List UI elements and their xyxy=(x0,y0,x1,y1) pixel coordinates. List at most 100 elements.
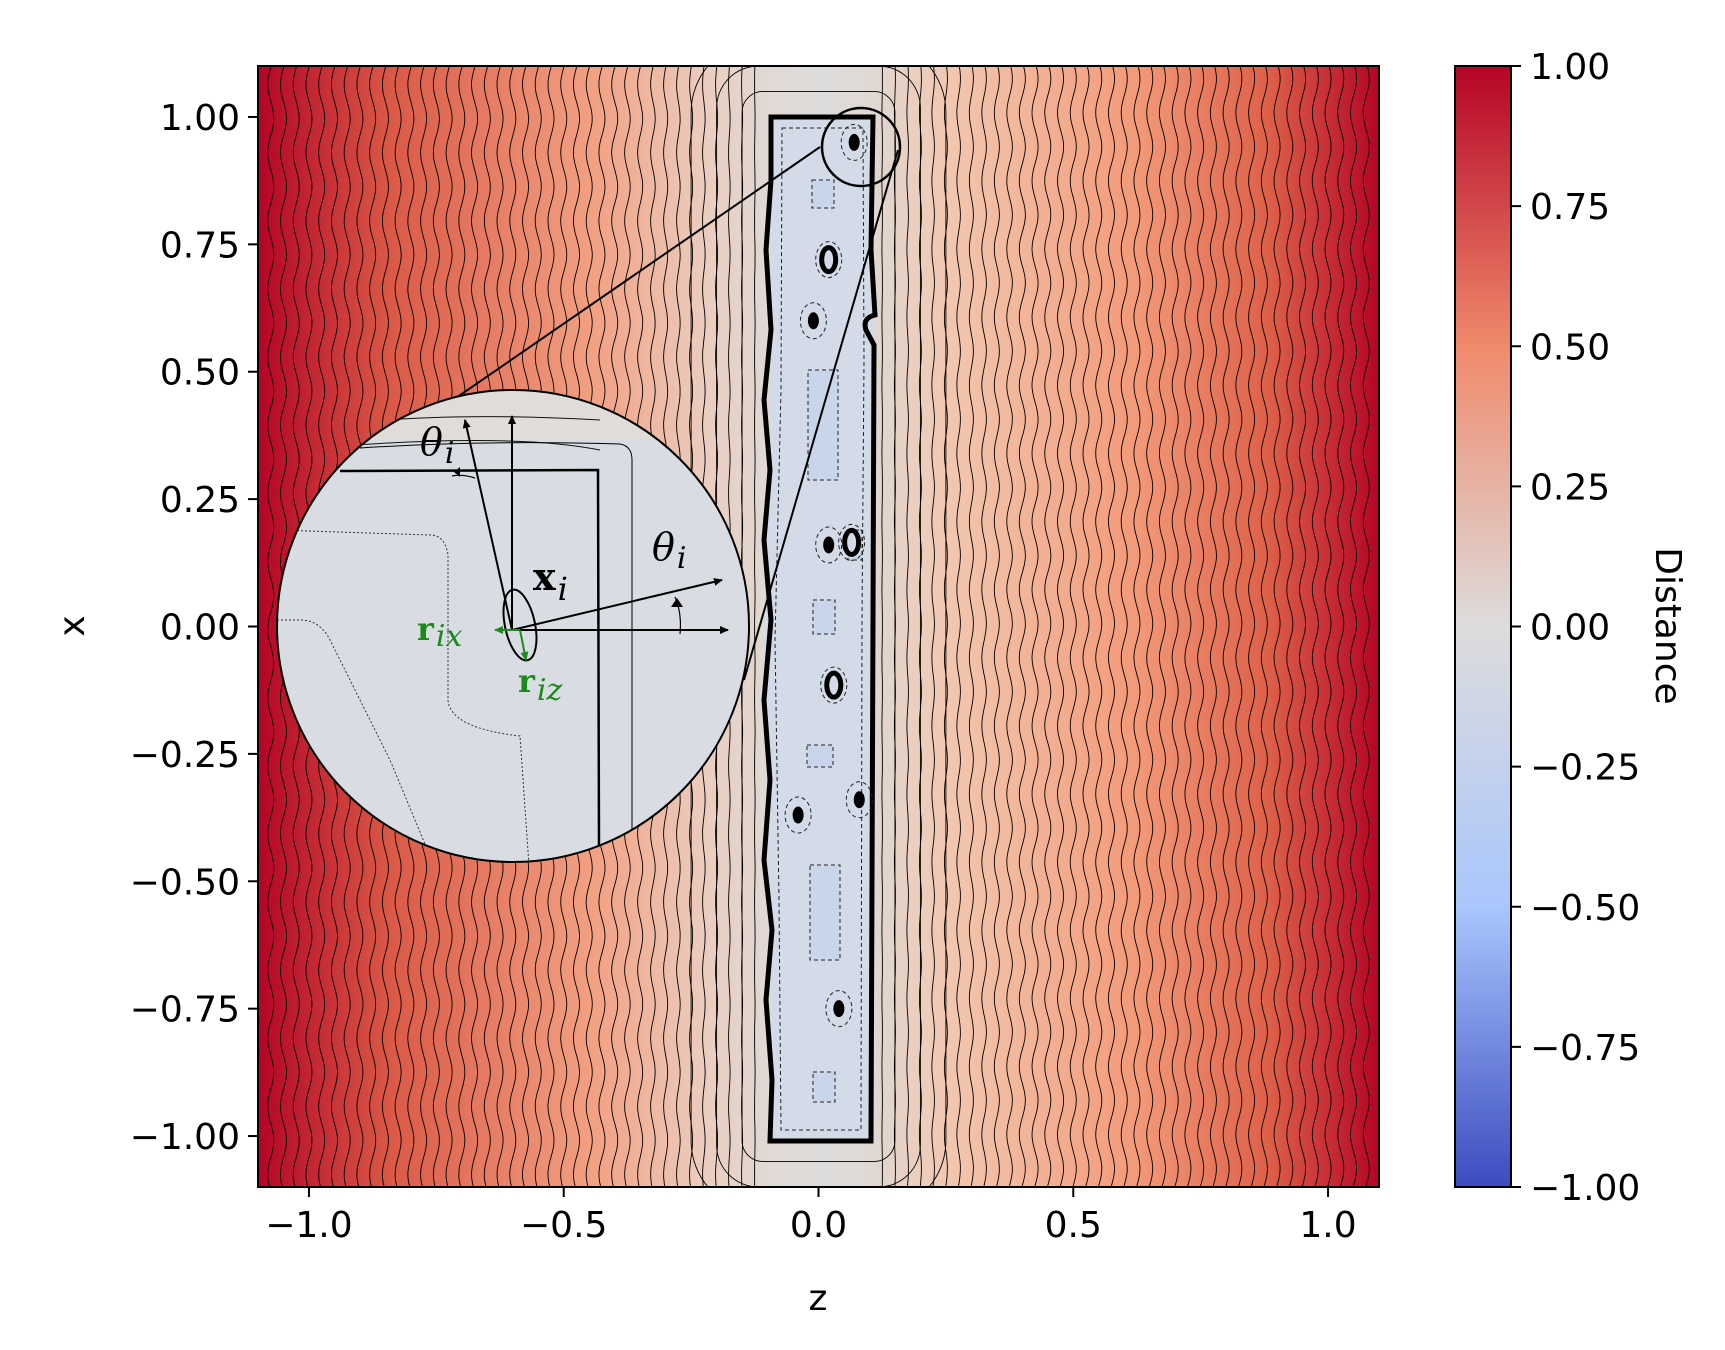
contour-line xyxy=(1133,66,1141,1187)
contour-line xyxy=(1324,66,1332,1187)
contour-line xyxy=(1235,66,1243,1187)
void-marker xyxy=(823,536,835,554)
y-tick-label: −1.00 xyxy=(130,1117,240,1158)
x-tick-label: 0.5 xyxy=(1045,1205,1102,1246)
contour-line xyxy=(993,66,1000,1187)
y-tick-label: 0.50 xyxy=(160,353,240,394)
contour-line xyxy=(1350,66,1358,1187)
x-tick-label: −0.5 xyxy=(520,1205,607,1246)
contour-line xyxy=(754,66,756,1187)
colorbar: 1.00 0.75 0.50 0.25 0.00 −0.25 −0.50 −0.75 −1.00… xyxy=(1454,47,1688,1209)
contour-line xyxy=(1044,66,1052,1187)
contour-line xyxy=(968,66,974,1187)
y-axis: 1.00 0.75 0.50 0.25 0.00 −0.25 −0.50 −0.75 −1.00 xyxy=(130,98,258,1158)
void-marker xyxy=(819,245,839,275)
colorbar-tick-label: 0.25 xyxy=(1530,467,1610,508)
x-tick-label: 0.0 xyxy=(790,1205,847,1246)
contour-line xyxy=(1171,66,1179,1187)
colorbar-tick-label: −0.50 xyxy=(1530,888,1640,929)
void-contour xyxy=(825,990,853,1028)
slab-inner-dashed-contour xyxy=(774,127,865,1131)
contour-line xyxy=(1120,66,1128,1187)
contour-lines xyxy=(267,66,1370,1187)
y-tick-label: 0.25 xyxy=(160,480,240,521)
y-tick-label: 0.00 xyxy=(160,608,240,649)
y-tick-label: −0.50 xyxy=(130,862,240,903)
contour-line xyxy=(1031,66,1039,1187)
contour-line xyxy=(1311,66,1319,1187)
contour-line xyxy=(893,66,896,1187)
theta-label-right: θi xyxy=(652,525,687,576)
contour-line xyxy=(1146,66,1154,1187)
contour-line xyxy=(906,66,909,1187)
contour-line xyxy=(918,66,922,1187)
contour-line xyxy=(1222,66,1230,1187)
zoom-connector-upper xyxy=(394,146,821,441)
contour-line xyxy=(1197,66,1205,1187)
zoom-connector-lower xyxy=(743,149,899,681)
void-marker xyxy=(824,670,844,700)
y-tick-label: 0.75 xyxy=(160,225,240,266)
rx-label: rix xyxy=(417,610,462,654)
void-marker xyxy=(853,791,865,809)
void-marker xyxy=(848,133,860,151)
slab-boundary-contour xyxy=(761,114,878,1144)
contour-line xyxy=(881,66,883,1187)
x-axis: −1.0 −0.5 0.0 0.5 1.0 xyxy=(265,1187,1357,1246)
y-axis-label: x xyxy=(52,615,93,636)
contour-line xyxy=(1082,66,1090,1187)
x-tick-label: 1.0 xyxy=(1299,1205,1356,1246)
y-tick-label: −0.25 xyxy=(130,735,240,776)
y-tick-label: −0.75 xyxy=(130,990,240,1031)
void-contour xyxy=(815,241,843,279)
contour-line xyxy=(1184,66,1192,1187)
colorbar-tick-label: 1.00 xyxy=(1530,47,1610,88)
contour-line xyxy=(1209,66,1217,1187)
contour-line xyxy=(1260,66,1268,1187)
void-marker xyxy=(792,806,804,824)
position-vector-label: xi xyxy=(533,554,568,608)
x-axis-label: z xyxy=(809,1278,828,1319)
contour-line xyxy=(1057,66,1065,1187)
plot-area: θi θi xi rix riz xyxy=(257,65,1380,1188)
colorbar-tick-label: −1.00 xyxy=(1530,1168,1640,1209)
contour-line xyxy=(1337,66,1345,1187)
contour-line xyxy=(943,66,948,1187)
void-contour xyxy=(799,302,827,340)
void-markers xyxy=(784,123,873,1028)
y-tick-label: 1.00 xyxy=(160,98,240,139)
contour-line xyxy=(931,66,935,1187)
colorbar-tick-label: 0.75 xyxy=(1530,187,1610,228)
contour-line xyxy=(1095,66,1103,1187)
colorbar-label: Distance xyxy=(1647,547,1688,704)
void-contour xyxy=(815,526,843,564)
void-contour xyxy=(820,666,848,704)
contour-line xyxy=(1107,66,1115,1187)
void-marker xyxy=(833,1000,845,1018)
contour-line xyxy=(1018,66,1026,1187)
void-contour xyxy=(784,796,812,834)
rz-label: riz xyxy=(518,662,562,708)
contour-line xyxy=(1286,66,1294,1187)
contour-line xyxy=(1362,66,1370,1187)
contour-line xyxy=(1273,66,1281,1187)
contour-line xyxy=(267,66,275,1187)
zoom-source-circle xyxy=(820,106,902,188)
colorbar-tick-label: 0.00 xyxy=(1530,608,1610,649)
contour-line xyxy=(1299,66,1307,1187)
colorbar-tick-label: −0.25 xyxy=(1530,748,1640,789)
colorbar-tick-label: −0.75 xyxy=(1530,1028,1640,1069)
contour-line xyxy=(1248,66,1256,1187)
contour-line xyxy=(956,66,961,1187)
void-contour xyxy=(840,123,868,161)
void-contour xyxy=(845,781,873,819)
void-marker xyxy=(842,527,862,557)
colorbar-ticks: 1.00 0.75 0.50 0.25 0.00 −0.25 −0.50 −0.75 −1.00 xyxy=(1511,47,1640,1209)
contour-line xyxy=(1006,66,1013,1187)
theta-label-top: θi xyxy=(420,420,455,471)
contour-line xyxy=(1069,66,1077,1187)
interior-dashed-patches xyxy=(806,179,863,1103)
x-tick-label: −1.0 xyxy=(265,1205,352,1246)
colorbar-tick-label: 0.50 xyxy=(1530,327,1610,368)
